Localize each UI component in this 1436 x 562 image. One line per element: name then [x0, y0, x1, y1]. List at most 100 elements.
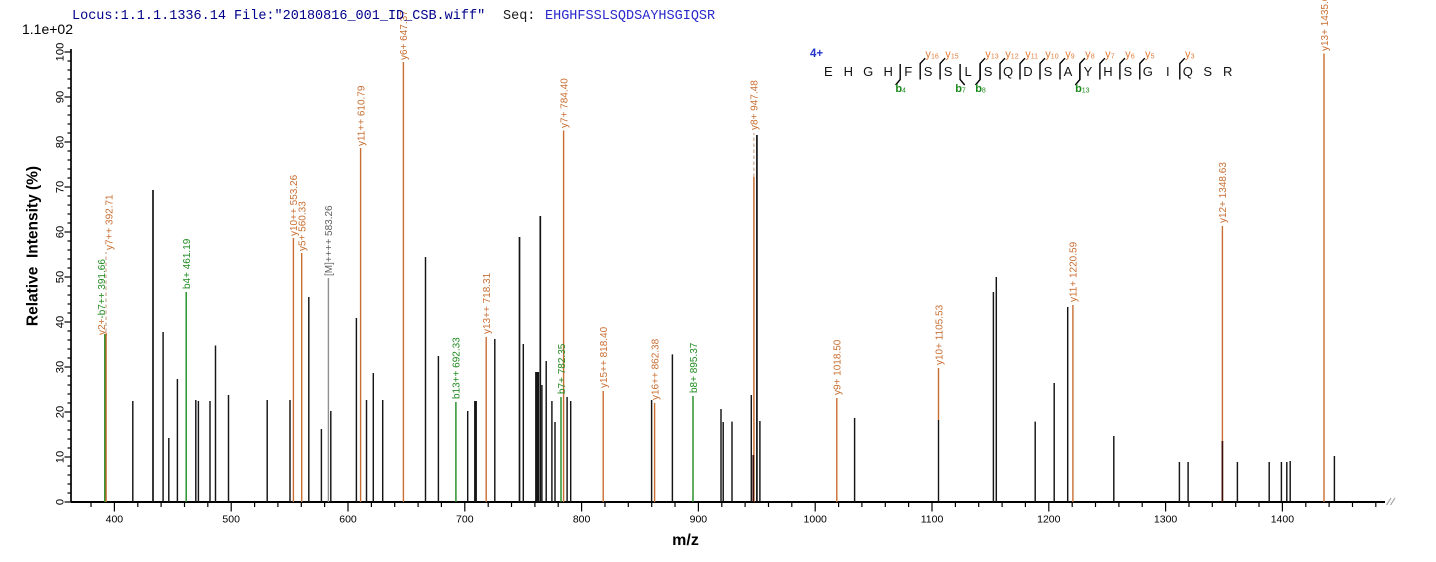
- svg-text:b8+ 895.37: b8+ 895.37: [689, 342, 700, 393]
- svg-text:400: 400: [106, 514, 124, 526]
- svg-text:5: 5: [1151, 53, 1155, 60]
- svg-text:Q: Q: [1183, 64, 1193, 79]
- svg-text:y7+ 784.40: y7+ 784.40: [559, 78, 570, 128]
- svg-text:y11++ 610.79: y11++ 610.79: [356, 85, 367, 146]
- svg-text:700: 700: [456, 514, 474, 526]
- svg-text:50: 50: [55, 271, 67, 283]
- svg-text:S: S: [984, 64, 993, 79]
- svg-text:y8+ 947.48: y8+ 947.48: [750, 80, 761, 130]
- svg-text:m/z: m/z: [672, 532, 699, 549]
- svg-text:b: b: [1075, 83, 1082, 95]
- svg-text:b: b: [975, 83, 982, 95]
- svg-text:y9+ 1018.50: y9+ 1018.50: [833, 339, 844, 395]
- svg-text:1400: 1400: [1271, 514, 1295, 526]
- svg-text:20: 20: [55, 406, 67, 418]
- svg-text:y: y: [945, 49, 951, 61]
- svg-text:[M]++++ 583.26: [M]++++ 583.26: [324, 205, 335, 276]
- svg-text:y: y: [1185, 49, 1191, 61]
- svg-text:y10++ 553.26: y10++ 553.26: [289, 174, 300, 236]
- svg-text:b: b: [955, 83, 962, 95]
- svg-text:y16++ 862.38: y16++ 862.38: [650, 338, 661, 400]
- svg-text:Relative Intensity (%): Relative Intensity (%): [25, 166, 42, 326]
- svg-text:7: 7: [962, 88, 966, 95]
- svg-text:L: L: [964, 64, 971, 79]
- svg-text:15: 15: [951, 53, 959, 60]
- svg-text:y10+ 1105.53: y10+ 1105.53: [934, 304, 945, 365]
- svg-text:R: R: [1223, 64, 1232, 79]
- svg-text:b7+ 782.35: b7+ 782.35: [557, 343, 568, 394]
- svg-text:Seq:: Seq:: [503, 9, 535, 24]
- svg-text:12: 12: [1011, 53, 1019, 60]
- svg-text:y: y: [985, 49, 991, 61]
- svg-text:0: 0: [55, 499, 67, 505]
- svg-text:y7++ 392.71: y7++ 392.71: [104, 194, 115, 250]
- svg-text:b: b: [895, 83, 902, 95]
- svg-text:13: 13: [991, 53, 999, 60]
- svg-text:y6+ 647.37: y6+ 647.37: [399, 10, 410, 60]
- svg-text:A: A: [1064, 64, 1073, 79]
- svg-text:60: 60: [55, 226, 67, 238]
- svg-text:70: 70: [55, 181, 67, 193]
- svg-text:6: 6: [1131, 53, 1135, 60]
- svg-text:S: S: [1203, 64, 1212, 79]
- svg-text:900: 900: [690, 514, 708, 526]
- svg-text:b4+ 461.19: b4+ 461.19: [182, 238, 193, 289]
- svg-text:y12+ 1348.63: y12+ 1348.63: [1218, 162, 1229, 223]
- svg-text:10: 10: [55, 451, 67, 463]
- svg-text:I: I: [1166, 64, 1170, 79]
- svg-text:30: 30: [55, 361, 67, 373]
- svg-text:S: S: [1044, 64, 1053, 79]
- svg-text:y13++ 718.31: y13++ 718.31: [482, 272, 493, 334]
- svg-text:y: y: [1145, 49, 1151, 61]
- svg-text:y: y: [1025, 49, 1031, 61]
- svg-text:y: y: [1105, 49, 1111, 61]
- svg-text:y: y: [1005, 49, 1011, 61]
- svg-text:13: 13: [1082, 88, 1090, 95]
- svg-text:1200: 1200: [1037, 514, 1061, 526]
- svg-text:1100: 1100: [921, 514, 944, 526]
- svg-text:8: 8: [982, 88, 986, 95]
- svg-text:1000: 1000: [804, 514, 828, 526]
- svg-text:4+: 4+: [810, 48, 823, 60]
- svg-text:80: 80: [55, 136, 67, 148]
- svg-text:y: y: [1085, 49, 1091, 61]
- svg-text:4: 4: [902, 88, 906, 95]
- svg-text:11: 11: [1031, 53, 1038, 60]
- svg-text:100: 100: [55, 43, 67, 62]
- svg-text:Y: Y: [1084, 64, 1093, 79]
- svg-text:16: 16: [931, 53, 939, 60]
- svg-text:y: y: [1065, 49, 1071, 61]
- svg-text:Q: Q: [1003, 64, 1013, 79]
- svg-text:y13+ 1435.66: y13+ 1435.66: [1320, 0, 1331, 51]
- svg-text:y11+ 1220.59: y11+ 1220.59: [1069, 241, 1080, 302]
- svg-text:600: 600: [339, 514, 357, 526]
- svg-text:y: y: [925, 49, 931, 61]
- svg-text:EHGHFSSLSQDSAYHSGIQSR: EHGHFSSLSQDSAYHSGIQSR: [545, 9, 715, 24]
- svg-text:y15++ 818.40: y15++ 818.40: [599, 326, 610, 388]
- svg-text:9: 9: [1071, 53, 1075, 60]
- svg-text:8: 8: [1091, 53, 1095, 60]
- svg-text:E: E: [824, 64, 833, 79]
- svg-text:800: 800: [573, 514, 591, 526]
- svg-text:3: 3: [1191, 53, 1195, 60]
- svg-text:90: 90: [55, 91, 67, 103]
- svg-text:F: F: [904, 64, 912, 79]
- svg-text:40: 40: [55, 316, 67, 328]
- svg-text:10: 10: [1051, 53, 1059, 60]
- svg-text:Locus:1.1.1.1336.14 File:"2018: Locus:1.1.1.1336.14 File:"20180816_001_I…: [72, 9, 485, 24]
- svg-text:1300: 1300: [1154, 514, 1178, 526]
- svg-text:S: S: [944, 64, 953, 79]
- svg-text:7: 7: [1111, 53, 1115, 60]
- svg-text:S: S: [1123, 64, 1132, 79]
- svg-text:500: 500: [222, 514, 240, 526]
- svg-text:G: G: [863, 64, 873, 79]
- svg-text:y: y: [1125, 49, 1131, 61]
- svg-text:b13++ 692.33: b13++ 692.33: [452, 337, 463, 399]
- svg-text:1.1e+02: 1.1e+02: [22, 21, 73, 37]
- svg-text:G: G: [1143, 64, 1153, 79]
- svg-text:y5+ 560.33: y5+ 560.33: [298, 201, 309, 251]
- svg-text:D: D: [1023, 64, 1032, 79]
- svg-text:y2+-b7++ 391.66: y2+-b7++ 391.66: [97, 259, 108, 335]
- svg-text:H: H: [1103, 64, 1112, 79]
- svg-text:y: y: [1045, 49, 1051, 61]
